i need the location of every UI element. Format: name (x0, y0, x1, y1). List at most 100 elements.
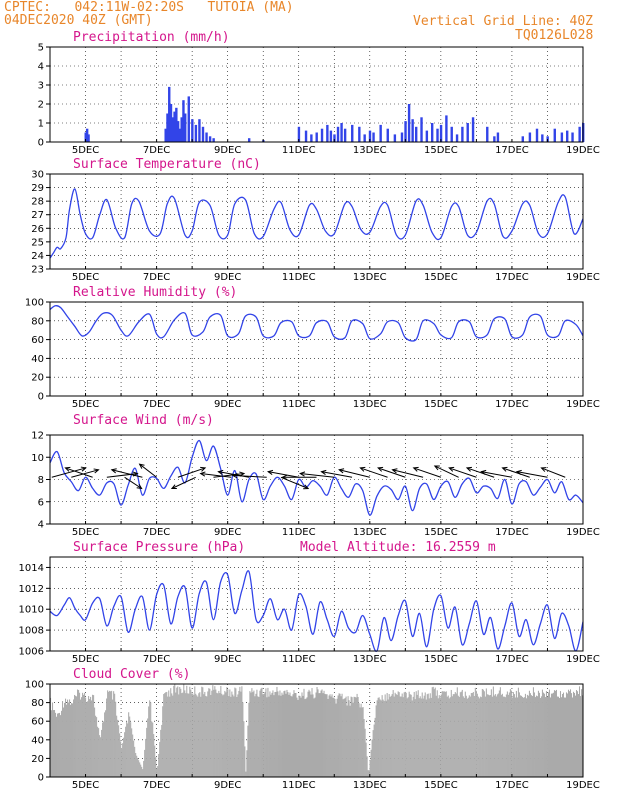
cloud-bar (356, 693, 358, 777)
precip-bar (566, 130, 569, 142)
cloud-bar (398, 692, 400, 777)
y-tick-label: 23 (31, 265, 44, 276)
cloud-bar (167, 696, 169, 777)
cloud-bar (105, 710, 107, 777)
cloud-bar (280, 695, 282, 777)
cloud-bar (401, 693, 403, 777)
cloud-bar (342, 699, 344, 777)
cloud-bar (458, 696, 460, 777)
cloud-bar (353, 696, 355, 777)
cloud-bar (543, 693, 545, 777)
cloud-bar (345, 696, 347, 777)
cloud-bar (294, 692, 296, 777)
cloud-bar (472, 691, 474, 777)
cloud-bar (384, 694, 386, 777)
cloud-bar (267, 687, 269, 777)
cloud-bar (61, 710, 63, 777)
panel-1: Surface Temperature (nC) 23 24 25 26 27 28 29 30… (31, 157, 600, 283)
cloud-bar (126, 721, 128, 777)
cloud-bar (159, 741, 161, 777)
precip-bar (445, 115, 448, 142)
x-tick-label: 19DEC (566, 145, 600, 156)
cloud-bar (470, 693, 472, 777)
cloud-bar (527, 695, 529, 777)
cloud-bar (101, 729, 103, 777)
cloud-bar (95, 715, 97, 777)
cloud-bar (563, 697, 566, 777)
cloud-bar (198, 693, 200, 777)
cloud-bar (537, 690, 539, 777)
y-tick-label: 40 (31, 735, 44, 746)
y-tick-label: 100 (25, 680, 44, 691)
cloud-bar (549, 697, 551, 777)
cloud-bar (234, 687, 236, 777)
precip-bar (521, 136, 524, 142)
cloud-bar (490, 689, 492, 777)
cloud-bar (492, 686, 494, 777)
cloud-bar (138, 760, 140, 777)
y-tick-label: 100 (25, 298, 44, 309)
cloud-bar (319, 693, 321, 777)
cloud-bar (254, 696, 256, 777)
cloud-bar (213, 689, 215, 777)
y-tick-label: 29 (31, 183, 44, 194)
wind-vector (392, 469, 424, 478)
cloud-bar (197, 696, 199, 777)
cloud-bar (282, 694, 284, 777)
precip-bar (178, 128, 182, 142)
cloud-bar (184, 690, 186, 777)
cloud-bar (107, 690, 109, 777)
x-tick-label: 11DEC (282, 145, 316, 156)
wind-vector (177, 467, 206, 478)
cloud-bar (512, 692, 514, 777)
cloud-bar (352, 702, 354, 777)
cloud-bar (312, 694, 314, 777)
cloud-bar (508, 692, 510, 777)
cloud-bar (217, 693, 219, 777)
wind-arrowhead (266, 469, 274, 475)
cloud-bar (514, 697, 516, 777)
x-tick-label: 9DEC (214, 399, 241, 410)
cloud-bar (469, 696, 471, 777)
cloud-bar (432, 686, 434, 777)
wind-arrowhead (199, 471, 206, 477)
cloud-bar (530, 695, 532, 777)
y-tick-label: 1014 (19, 563, 44, 574)
y-tick-label: 0 (38, 138, 44, 149)
wind-vector (200, 473, 232, 478)
cloud-bar (262, 694, 264, 777)
cloud-bar (454, 692, 456, 777)
cloud-bar (535, 695, 537, 777)
cloud-bar (116, 715, 118, 777)
cloud-bar (206, 696, 208, 777)
cloud-bar (209, 688, 211, 777)
y-tick-label: 27 (31, 210, 44, 221)
cloud-bar (425, 699, 427, 777)
cloud-bar (448, 698, 450, 777)
precip-bar (436, 128, 439, 142)
cloud-bar (402, 697, 404, 777)
y-tick-label: 24 (31, 251, 44, 262)
precip-bar (212, 138, 215, 142)
cloud-bar (388, 694, 390, 777)
cloud-bar (431, 687, 433, 777)
cloud-bar (205, 695, 207, 777)
cloud-bar (422, 698, 424, 777)
cloud-bar (295, 693, 297, 777)
cloud-bar (547, 692, 549, 777)
cloud-bar (242, 702, 244, 777)
cloud-bar (225, 692, 227, 777)
cloud-bar (528, 690, 530, 777)
cloud-bar (96, 717, 98, 777)
wind-arrowhead (281, 474, 288, 480)
precip-bar (414, 126, 418, 142)
cloud-bar (134, 746, 136, 777)
cloud-bar (196, 695, 198, 777)
cloud-bar (248, 702, 250, 777)
cloud-bar (374, 717, 376, 777)
cloud-bar (513, 694, 515, 777)
x-tick-label: 5DEC (72, 654, 99, 665)
cloud-bar (344, 698, 346, 777)
precip-bar (297, 126, 301, 142)
y-tick-label: 1010 (19, 605, 44, 616)
